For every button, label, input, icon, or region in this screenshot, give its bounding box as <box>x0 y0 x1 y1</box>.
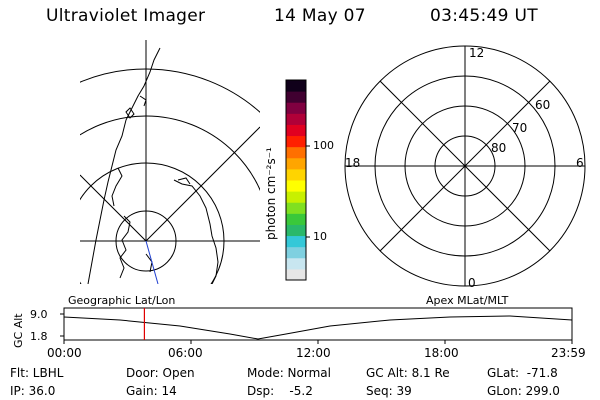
colorbar-swatch <box>286 135 306 148</box>
colorbar-swatch <box>286 168 306 181</box>
colorbar-swatch <box>286 157 306 170</box>
gcalt-readout: GC Alt: 8.1 Re <box>366 366 450 380</box>
glat-readout: GLat: -71.8 <box>487 366 558 380</box>
colorbar-swatch <box>286 224 306 237</box>
colorbar-swatch <box>286 257 306 270</box>
lat-label-80: 80 <box>491 141 507 155</box>
colorbar-unit-label: photon cm⁻²s⁻¹ <box>264 147 278 240</box>
colorbar-swatch <box>286 80 306 92</box>
mlt-label-18: 18 <box>345 156 361 170</box>
ip-readout: IP: 36.0 <box>10 384 56 398</box>
strip-chart-frame <box>63 307 573 341</box>
seq-readout: Seq: 39 <box>366 384 412 398</box>
strip-ytick-low: 1.8 <box>30 330 48 343</box>
glon-readout: GLon: 299.0 <box>487 384 560 398</box>
colorbar-swatch <box>286 146 306 159</box>
altitude-curve <box>63 315 573 340</box>
colorbar-swatch <box>286 113 306 125</box>
strip-axis-label: GC Alt <box>12 313 25 348</box>
door-readout: Door: Open <box>126 366 195 380</box>
colorbar-swatch <box>286 202 306 214</box>
geographic-map <box>80 40 260 284</box>
lat-label-70: 70 <box>512 121 528 135</box>
time-tick-1800: 18:00 <box>424 346 459 360</box>
strip-left-title: Geographic Lat/Lon <box>68 294 176 307</box>
colorbar-label-100: 100 <box>313 139 334 152</box>
colorbar-swatch <box>286 191 306 203</box>
colorbar-swatch <box>286 246 306 259</box>
mlt-label-12: 12 <box>469 46 485 60</box>
time-tick-0600: 06:00 <box>168 346 203 360</box>
mode-readout: Mode: Normal <box>247 366 331 380</box>
colorbar-swatch <box>286 102 306 114</box>
gain-readout: Gain: 14 <box>126 384 177 398</box>
colorbar-swatch <box>286 213 306 225</box>
colorbar-label-10: 10 <box>313 230 327 243</box>
colorbar-swatch <box>286 268 306 281</box>
time-label: 03:45:49 UT <box>430 6 538 26</box>
colorbar-swatch <box>286 180 306 192</box>
polar-plot <box>344 45 586 287</box>
instrument-title: Ultraviolet Imager <box>46 6 206 26</box>
strip-right-title: Apex MLat/MLT <box>426 294 509 307</box>
time-tick-0000: 00:00 <box>47 346 82 360</box>
dsp-readout: Dsp: -5.2 <box>247 384 313 398</box>
time-tick-1200: 12:00 <box>296 346 331 360</box>
colorbar-swatch <box>286 235 306 248</box>
filter-readout: Flt: LBHL <box>10 366 64 380</box>
strip-chart-ticks <box>60 313 573 344</box>
lat-label-60: 60 <box>535 98 551 112</box>
colorbar-frame <box>285 79 307 281</box>
strip-ytick-high: 9.0 <box>30 308 48 321</box>
date-label: 14 May 07 <box>274 6 366 26</box>
colorbar-swatch <box>286 124 306 137</box>
time-tick-2359: 23:59 <box>551 346 586 360</box>
colorbar-swatch <box>286 91 306 103</box>
mlt-label-6: 6 <box>576 156 584 170</box>
colorbar <box>286 80 306 281</box>
mlt-label-0: 0 <box>468 276 476 290</box>
